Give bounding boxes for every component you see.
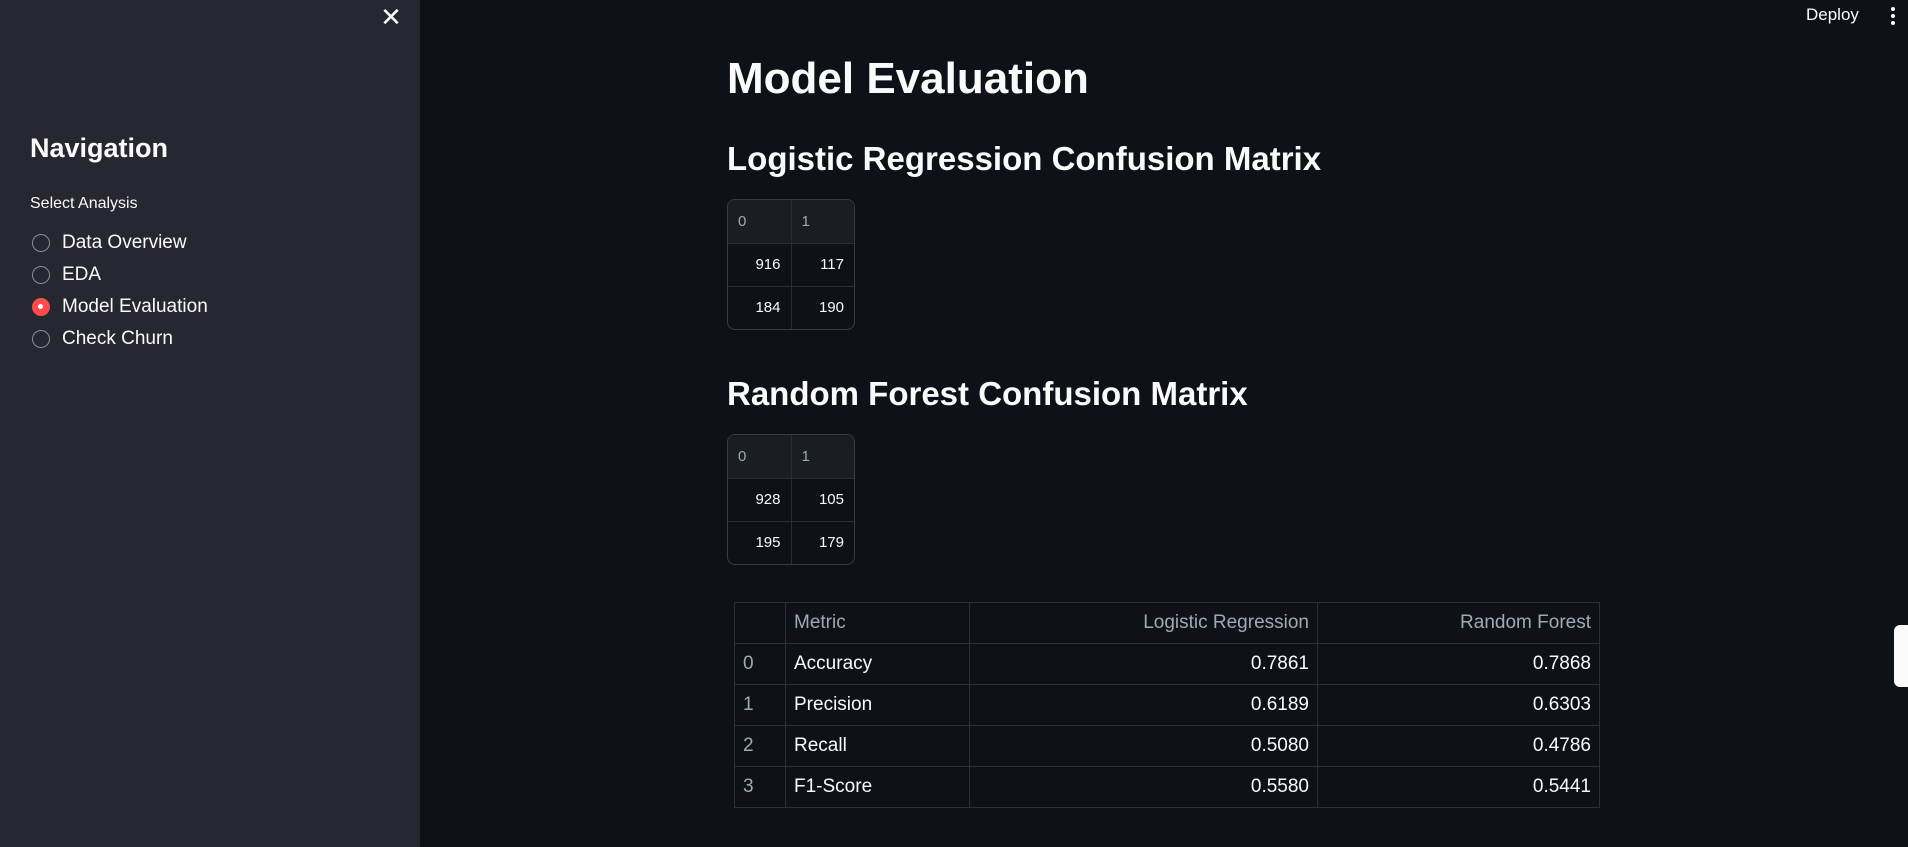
table-cell: 0.5580 [969, 766, 1318, 808]
matrix-cell: 928 [728, 477, 792, 522]
lr-heading: Logistic Regression Confusion Matrix [727, 140, 1322, 177]
rf-heading: Random Forest Confusion Matrix [727, 375, 1248, 412]
radio-option-label: EDA [62, 264, 102, 285]
table-cell: 0.5441 [1317, 766, 1600, 808]
lr-confusion-matrix[interactable]: 0 1 916 117 184 190 [727, 199, 855, 330]
radio-check-churn[interactable]: Check Churn [32, 323, 208, 355]
table-cell: F1-Score [785, 766, 970, 808]
table-row: 2 Recall 0.5080 0.4786 [734, 725, 1600, 767]
radio-eda[interactable]: EDA [32, 259, 208, 291]
matrix-cell: 190 [790, 285, 854, 329]
radio-option-label: Model Evaluation [62, 296, 208, 317]
radio-circle-icon [32, 234, 50, 252]
table-header: Metric [785, 602, 970, 644]
table-header [734, 602, 786, 644]
matrix-header: 0 [728, 435, 792, 479]
radio-circle-icon [32, 330, 50, 348]
table-cell: 0.4786 [1317, 725, 1600, 767]
radio-option-label: Check Churn [62, 328, 173, 349]
sidebar-title: Navigation [30, 133, 169, 163]
rf-confusion-matrix[interactable]: 0 1 928 105 195 179 [727, 434, 855, 565]
radio-option-label: Data Overview [62, 232, 187, 253]
table-cell: Precision [785, 684, 970, 726]
row-index: 2 [734, 725, 786, 767]
row-index: 1 [734, 684, 786, 726]
table-cell: Recall [785, 725, 970, 767]
table-cell: 0.7861 [969, 643, 1318, 685]
table-cell: 0.6189 [969, 684, 1318, 726]
side-panel-handle[interactable] [1894, 625, 1908, 687]
table-cell: 0.6303 [1317, 684, 1600, 726]
close-icon: ✕ [380, 2, 402, 32]
matrix-cell: 184 [728, 285, 792, 329]
sidebar: ✕ Navigation Select Analysis Data Overvi… [0, 0, 420, 847]
analysis-radio-group: Data Overview EDA Model Evaluation Check… [32, 227, 208, 355]
metrics-table: Metric Logistic Regression Random Forest… [734, 602, 1600, 808]
radio-model-evaluation[interactable]: Model Evaluation [32, 291, 208, 323]
close-sidebar-button[interactable]: ✕ [378, 4, 404, 30]
deploy-button[interactable]: Deploy [1806, 5, 1859, 24]
matrix-cell: 195 [728, 520, 792, 564]
table-row: 1 Precision 0.6189 0.6303 [734, 684, 1600, 726]
matrix-cell: 117 [790, 242, 854, 287]
table-row: 0 Accuracy 0.7861 0.7868 [734, 643, 1600, 685]
table-cell: 0.5080 [969, 725, 1318, 767]
table-header: Logistic Regression [969, 602, 1318, 644]
row-index: 3 [734, 766, 786, 808]
row-index: 0 [734, 643, 786, 685]
matrix-cell: 179 [790, 520, 854, 564]
table-cell: Accuracy [785, 643, 970, 685]
matrix-header: 1 [790, 435, 854, 479]
table-row: 3 F1-Score 0.5580 0.5441 [734, 766, 1600, 808]
matrix-header: 1 [790, 200, 854, 244]
radio-group-label: Select Analysis [30, 195, 138, 212]
page-title: Model Evaluation [727, 54, 1089, 103]
table-header: Random Forest [1317, 602, 1600, 644]
vertical-ellipsis-icon [1891, 7, 1895, 11]
main-menu-button[interactable] [1885, 2, 1901, 30]
radio-circle-selected-icon [32, 298, 50, 316]
matrix-cell: 105 [790, 477, 854, 522]
matrix-header: 0 [728, 200, 792, 244]
radio-circle-icon [32, 266, 50, 284]
matrix-cell: 916 [728, 242, 792, 287]
radio-data-overview[interactable]: Data Overview [32, 227, 208, 259]
table-header-row: Metric Logistic Regression Random Forest [734, 602, 1600, 644]
table-cell: 0.7868 [1317, 643, 1600, 685]
